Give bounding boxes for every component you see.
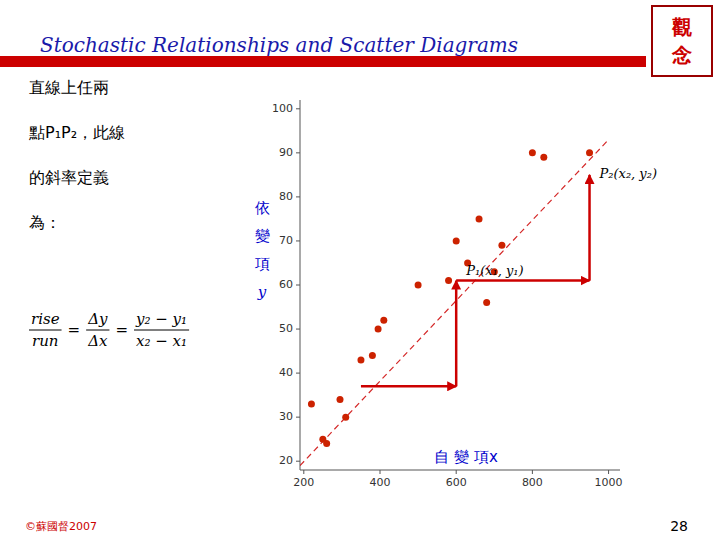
concept-text: 念 [671,43,692,67]
arrow [588,175,591,281]
formula-numerator: rise [31,310,60,328]
scatter-point [453,237,460,244]
y-label-char: 變 [255,227,270,245]
scatter-point [342,414,349,421]
concept-box [652,6,712,76]
y-tick [296,152,300,153]
scatter-point [357,356,364,363]
arrow [361,385,456,388]
scatter-point [445,277,452,284]
y-label: 依變項y [254,199,270,301]
y-tick [296,196,300,197]
point-label: P₂(x₂, y₂) [599,166,657,181]
y-tick [296,240,300,241]
page-number: 28 [670,518,688,534]
concept-text: 觀 [671,15,692,39]
background [0,0,720,540]
x-tick [456,470,457,474]
scatter-point [337,396,344,403]
y-tick-label: 30 [279,410,293,423]
formula-bar [134,330,189,331]
formula-fraction: rise run [29,310,62,350]
x-tick [303,470,304,474]
x-tick-label: 600 [446,476,467,489]
y-tick-label: 90 [279,146,293,159]
scatter-point [498,242,505,249]
formula-denominator: run [32,332,59,350]
x-tick-label: 400 [370,476,391,489]
formula-sign: = [115,321,128,339]
x-tick [532,470,533,474]
text-line: 直線上任兩 [29,78,109,97]
x-label: 自 變 項x [434,448,498,466]
scatter-point [369,352,376,359]
formula-denominator: x₂ − x₁ [136,332,187,350]
formula-bar [29,330,62,331]
slide: Stochastic Relationships and Scatter Dia… [0,0,720,540]
formula-denominator: Δx [87,332,108,350]
header-bar [0,56,646,67]
scatter-point [540,154,547,161]
copyright: ©蘇國督2007 [25,520,97,533]
scatter-point [375,326,382,333]
y-tick-label: 60 [279,278,293,291]
text-line: 點P₁P₂，此線 [28,123,125,142]
formula-fraction: Δy Δx [86,310,109,350]
y-tick [296,461,300,462]
formula-numerator: y₂ − y₁ [135,310,187,328]
formula-numerator: Δy [87,310,108,328]
scatter-point [308,400,315,407]
title: Stochastic Relationships and Scatter Dia… [40,33,518,57]
y-tick-label: 100 [272,102,293,115]
y-label-char: 依 [255,199,270,217]
scatter-point [415,282,422,289]
axes: 200 400 600 800 1000 20 30 40 50 60 70 80 90 100 [272,100,623,489]
x-tick-label: 800 [522,476,543,489]
scatter-point [483,299,490,306]
y-tick [296,417,300,418]
x-axis [300,470,620,471]
y-tick [296,373,300,374]
scatter-point [323,440,330,447]
point-label: P₁(x₁, y₁) [465,263,523,278]
y-tick-label: 80 [279,190,293,203]
y-tick-label: 20 [279,454,293,467]
scatter-point [529,149,536,156]
y-tick [296,108,300,109]
y-tick-label: 40 [279,366,293,379]
text-line: 為： [29,213,61,232]
x-tick-label: 1000 [595,476,623,489]
formula-bar [86,330,109,331]
trend-line [300,140,609,466]
y-label-char: y [257,283,267,301]
x-tick [608,470,609,474]
x-tick-label: 200 [293,476,314,489]
x-tick [380,470,381,474]
scatter-point [586,149,593,156]
plot-marks [300,140,609,466]
y-label-char: 項 [254,255,270,273]
scatter-point [380,317,387,324]
scatter-point [476,215,483,222]
text-line: 的斜率定義 [29,168,109,187]
y-tick-label: 70 [279,234,293,247]
arrow [456,279,589,282]
y-tick [296,329,300,330]
y-tick [296,285,300,286]
formula-sign: = [68,321,81,339]
formula-fraction: y₂ − y₁ x₂ − x₁ [134,310,189,350]
y-tick-label: 50 [279,322,293,335]
arrow [455,281,458,387]
